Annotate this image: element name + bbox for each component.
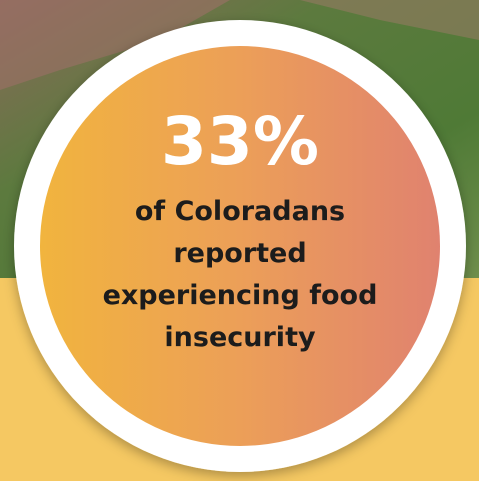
mountain-rock xyxy=(0,0,230,90)
stat-value: 33% xyxy=(161,103,319,180)
stat-disc xyxy=(40,46,440,446)
mountain-rock xyxy=(300,0,479,40)
caption-line: reported xyxy=(173,238,306,269)
caption-line: of Coloradans xyxy=(135,196,345,227)
caption-line: experiencing food xyxy=(103,280,378,311)
caption-line: insecurity xyxy=(164,322,316,353)
